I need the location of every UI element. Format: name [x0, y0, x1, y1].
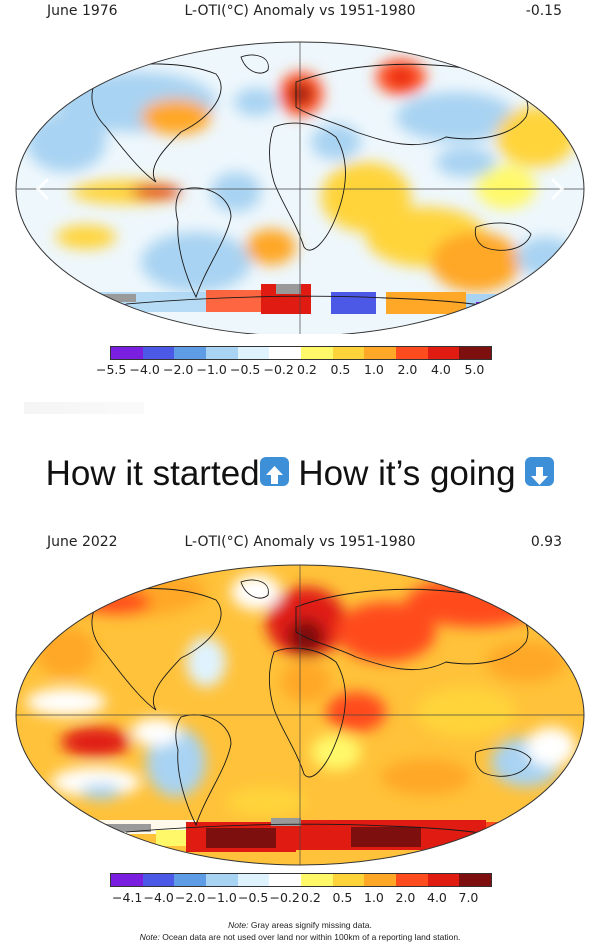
bottom-colorbar-ticks: −4.1 −4.0 −2.0 −1.0 −0.5 −0.2 0.2 0.5 1.0 2.0 4.0 7…	[112, 890, 490, 905]
bottom-colorbar-tick-label: 2.0	[395, 890, 416, 905]
bottom-colorbar-tick-label: 0.2	[301, 890, 321, 905]
bottom-colorbar-tick-label: −0.2	[269, 890, 300, 905]
top-colorbar-tick-label: 2.0	[397, 362, 418, 377]
bottom-colorbar-swatch	[427, 874, 460, 886]
bottom-colorbar-tick-label: −4.0	[143, 890, 174, 905]
bottom-colorbar-tick-label: −4.1	[112, 890, 143, 905]
top-colorbar-swatch	[300, 347, 333, 359]
bottom-colorbar-tick-label: −1.0	[206, 890, 237, 905]
bottom-colorbar-swatch	[174, 874, 206, 886]
bottom-anomaly-map	[15, 564, 585, 866]
top-colorbar-tick-label: 0.2	[297, 362, 317, 377]
note1-label: Note:	[228, 920, 249, 930]
top-colorbar-tick-label: 1.0	[364, 362, 384, 377]
top-colorbar-swatch	[427, 347, 460, 359]
bottom-colorbar-tick-label: −0.5	[238, 890, 269, 905]
top-colorbar-swatch	[237, 347, 270, 359]
top-colorbar-tick-label: −5.5	[96, 362, 127, 377]
top-map-date: June 1976	[47, 3, 118, 19]
note-ocean-data: Note: Ocean data are not used over land …	[0, 932, 600, 942]
top-map-title: L-OTI(°C) Anomaly vs 1951-1980	[184, 3, 416, 19]
bottom-colorbar-tick-label: 7.0	[458, 890, 479, 905]
top-colorbar-swatch	[395, 347, 428, 359]
top-colorbar-tick-label: −1.0	[196, 362, 227, 377]
bottom-colorbar-swatch	[142, 874, 175, 886]
top-colorbar-tick-label: 5.0	[464, 362, 485, 377]
bottom-colorbar-swatch	[269, 874, 301, 886]
meme-caption: How it started How it’s going	[0, 452, 600, 496]
up-arrow-icon	[259, 457, 289, 487]
bottom-colorbar-tick-label: 1.0	[364, 890, 384, 905]
top-colorbar-ticks: −5.5 −4.0 −2.0 −1.0 −0.5 −0.2 0.2 0.5 1.0 2.0 4.0 5…	[96, 362, 498, 377]
top-colorbar-tick-label: 0.5	[330, 362, 351, 377]
top-colorbar-tick-label: −0.5	[230, 362, 261, 377]
bottom-map-title: L-OTI(°C) Anomaly vs 1951-1980	[184, 534, 416, 550]
bottom-map-date: June 2022	[47, 534, 118, 550]
bottom-colorbar-swatch	[300, 874, 333, 886]
caption-started: How it started	[45, 454, 260, 493]
top-colorbar-swatch	[269, 347, 301, 359]
down-arrow-icon	[525, 457, 555, 487]
note2-label: Note:	[139, 932, 160, 942]
top-colorbar-swatch	[142, 347, 175, 359]
bottom-colorbar-swatch	[237, 874, 270, 886]
bottom-colorbar-swatch	[205, 874, 238, 886]
chevron-left-icon[interactable]	[30, 175, 58, 203]
top-map-global-anomaly: -0.15	[525, 3, 562, 19]
note2-text: Ocean data are not used over land nor wi…	[159, 932, 461, 942]
bottom-colorbar-swatch	[364, 874, 396, 886]
bottom-colorbar-swatch	[332, 874, 365, 886]
top-colorbar-tick-label: −0.2	[263, 362, 294, 377]
top-colorbar-swatch	[205, 347, 238, 359]
top-colorbar-swatch	[364, 347, 396, 359]
bottom-colorbar-swatch	[459, 874, 491, 886]
top-anomaly-map	[15, 41, 585, 334]
bottom-colorbar	[110, 873, 492, 887]
top-colorbar	[110, 346, 492, 360]
bottom-colorbar-tick-label: −2.0	[175, 890, 206, 905]
top-colorbar-tick-label: 4.0	[431, 362, 451, 377]
faint-watermark	[24, 402, 144, 414]
top-colorbar-tick-label: −4.0	[129, 362, 160, 377]
bottom-colorbar-tick-label: 4.0	[427, 890, 447, 905]
top-colorbar-swatch	[174, 347, 206, 359]
chevron-right-icon[interactable]	[542, 175, 570, 203]
note1-text: Gray areas signify missing data.	[248, 920, 372, 930]
bottom-map-global-anomaly: 0.93	[530, 534, 562, 550]
bottom-colorbar-tick-label: 0.5	[332, 890, 353, 905]
caption-going: How it’s going	[298, 454, 516, 493]
bottom-colorbar-swatch	[111, 874, 143, 886]
top-colorbar-swatch	[332, 347, 365, 359]
top-colorbar-tick-label: −2.0	[163, 362, 194, 377]
bottom-colorbar-swatch	[395, 874, 428, 886]
top-colorbar-swatch	[459, 347, 491, 359]
note-missing-data: Note: Gray areas signify missing data.	[0, 920, 600, 930]
top-colorbar-swatch	[111, 347, 143, 359]
